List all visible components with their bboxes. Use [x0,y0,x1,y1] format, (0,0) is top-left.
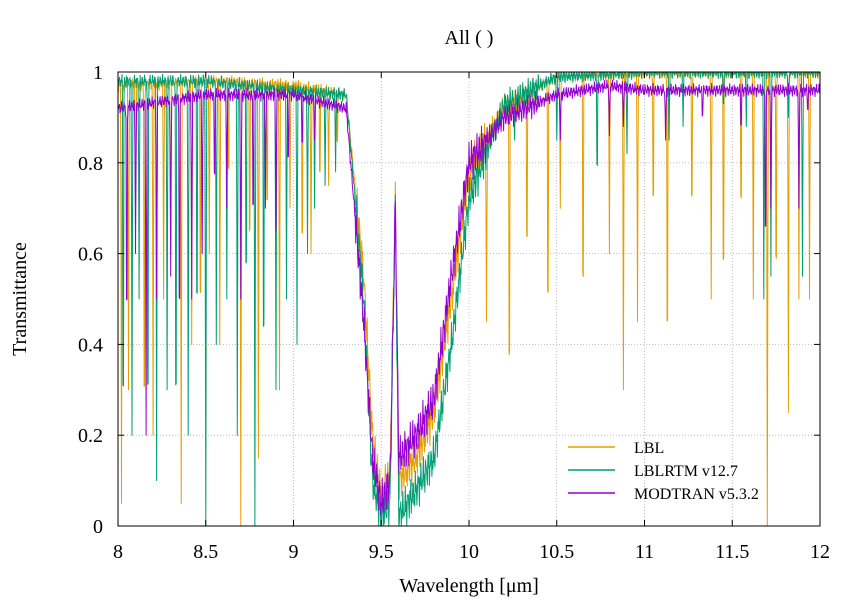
y-tick-label: 0.6 [78,244,103,266]
y-tick-label: 0.8 [78,153,103,175]
x-tick-label: 8.5 [193,541,218,563]
chart-title: All ( ) [445,27,494,49]
legend-label: LBLRTM v12.7 [634,463,738,480]
legend-label: MODTRAN v5.3.2 [634,486,759,503]
x-tick-label: 10 [459,541,479,563]
y-tick-label: 0 [93,516,103,538]
axis-ticks: 8 8.5 9 9.5 10 10.5 11 11.5 12 0 0.2 0.4 0.6 0.8 1 [78,62,830,563]
x-tick-label: 8 [113,541,123,563]
legend-label: LBL [634,440,664,457]
x-axis-title: Wavelength [μm] [399,575,539,597]
x-tick-label: 9 [289,541,299,563]
legend: LBL LBLRTM v12.7 MODTRAN v5.3.2 [568,440,759,503]
y-tick-label: 0.2 [78,425,103,447]
y-tick-label: 0.4 [78,334,103,356]
y-axis-title: Transmittance [9,242,31,356]
x-tick-label: 11.5 [715,541,749,563]
series-line-modtran-v5-3-2 [117,79,821,517]
x-tick-label: 11 [635,541,654,563]
x-tick-label: 9.5 [369,541,394,563]
series-line-lblrtm-v12-7 [117,71,821,527]
y-tick-label: 1 [93,62,103,84]
x-tick-label: 10.5 [539,541,574,563]
series-layer [117,71,821,527]
x-tick-label: 12 [810,541,830,563]
